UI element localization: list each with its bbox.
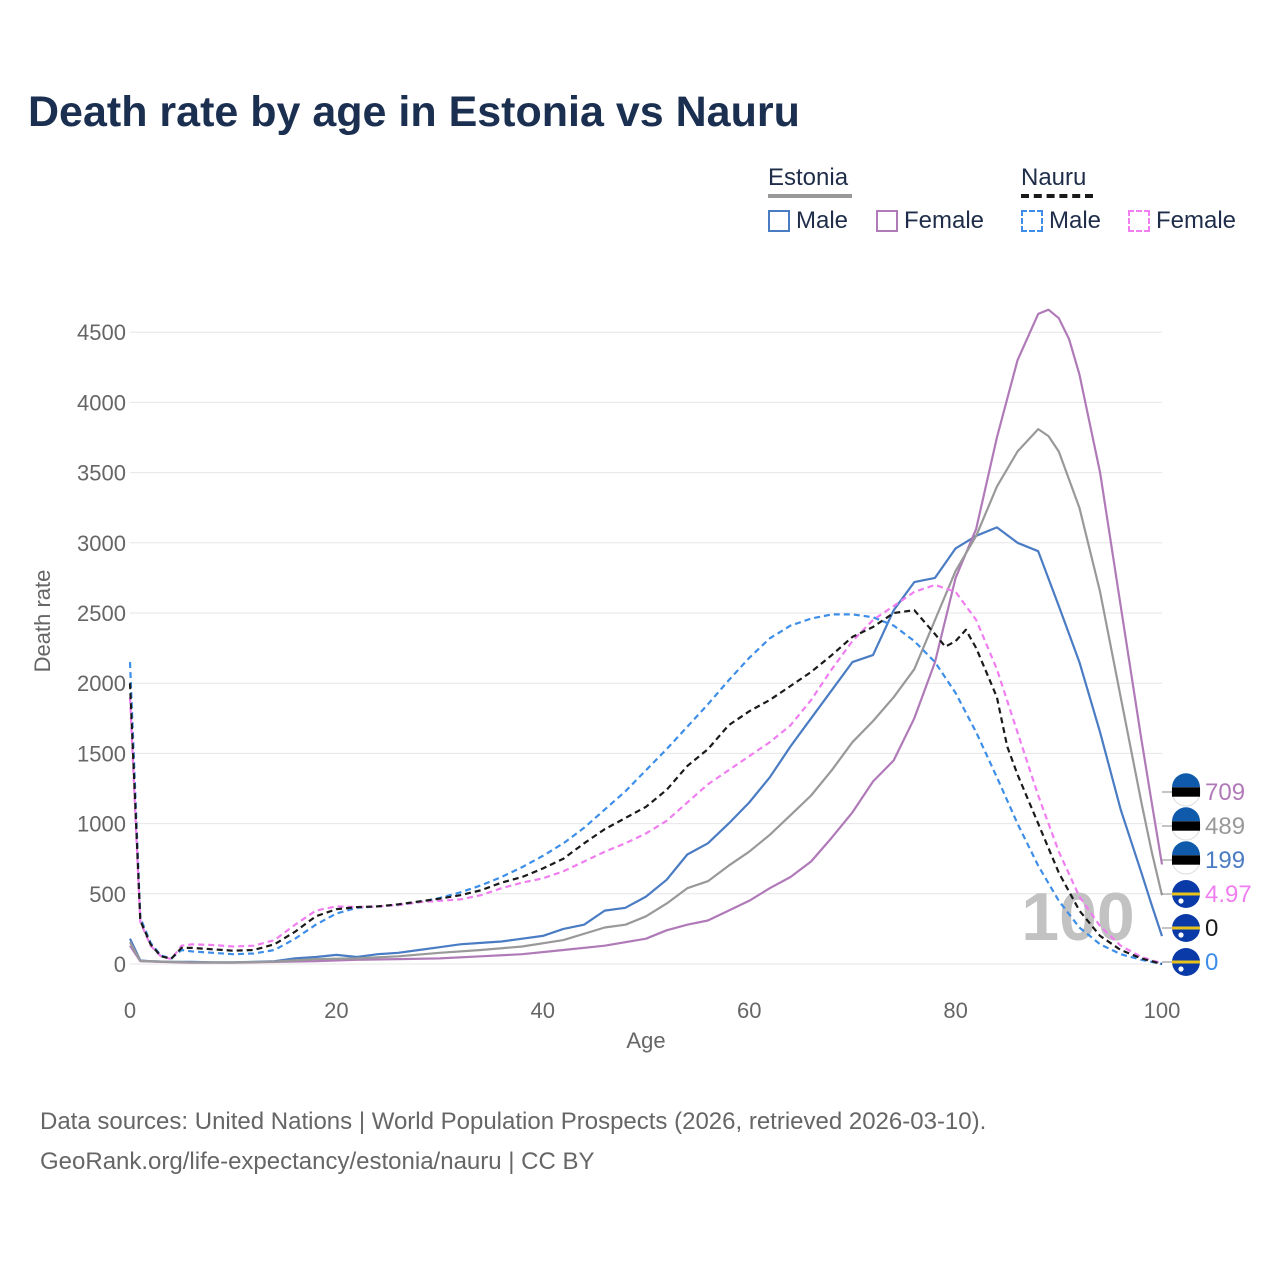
legend-swatch [1128,210,1150,232]
series-line-nauru-total[interactable] [128,609,1163,966]
end-label-value: 709 [1205,779,1245,806]
flag-star [1178,898,1184,904]
legend-swatch [1021,210,1043,232]
legend-nauru-header: Nauru [1021,164,1087,191]
x-tick-label: 60 [737,998,761,1023]
legend-estonia-line [768,194,852,198]
legend-item-estonia-female[interactable]: Female [876,207,984,235]
y-tick-label: 4500 [77,320,126,345]
end-label-value: 0 [1205,915,1218,942]
end-labels: 709 489 199 4.97 0 0 [1162,773,1252,976]
series-line-estonia-male[interactable] [129,526,1164,964]
end-label-value: 489 [1205,813,1245,840]
flag-star [1178,932,1184,938]
flag-star [1178,966,1184,972]
end-label-value: 199 [1205,847,1245,874]
series-line-nauru-female[interactable] [128,583,1163,965]
legend-label: Female [1156,207,1237,234]
x-tick-label: 100 [1144,998,1181,1023]
flag-stripe [1172,892,1200,896]
flag-stripe [1172,960,1200,964]
x-tick-label: 0 [124,998,136,1023]
axis-ticks: 0 500 1000 1500 2000 2500 3000 3500 4000 4500 0 20 4… [77,320,1180,1023]
flag-band [1172,821,1200,831]
y-tick-label: 4000 [77,390,126,415]
legend-label: Female [904,207,985,234]
flag-band [1172,855,1200,865]
flag-band [1172,841,1200,856]
series-line-estonia-female[interactable] [129,308,1164,964]
flag-band [1172,787,1200,797]
legend-item-nauru-female[interactable]: Female [1128,207,1236,235]
flag-stripe [1172,926,1200,930]
legend-swatch [768,210,790,232]
y-tick-label: 3500 [77,461,126,486]
series [128,308,1164,966]
x-tick-label: 40 [531,998,555,1023]
legend-estonia-header: Estonia [768,164,849,191]
legend-label: Male [1049,207,1102,234]
legend-item-estonia-male[interactable]: Male [768,207,848,235]
end-label-nauru-total: 0 [1162,914,1218,942]
footer-source: Data sources: United Nations | World Pop… [40,1108,987,1135]
legend-label: Male [796,207,849,234]
flag-band [1172,773,1200,788]
x-tick-label: 80 [943,998,967,1023]
y-tick-label: 1500 [77,741,126,766]
series-line-estonia-total[interactable] [129,428,1164,964]
y-tick-label: 1000 [77,812,126,837]
legend-item-nauru-male[interactable]: Male [1021,207,1101,235]
end-label-estonia-male: 199 [1162,841,1245,875]
x-axis-label: Age [626,1028,665,1053]
legend-swatch [876,210,898,232]
y-tick-label: 3000 [77,531,126,556]
x-tick-label: 20 [324,998,348,1023]
footer-link[interactable]: GeoRank.org/life-expectancy/estonia/naur… [40,1148,595,1175]
legend-nauru-line [1021,194,1093,198]
end-label-estonia-female: 709 [1162,773,1245,807]
flag-band [1172,807,1200,822]
series-line-nauru-male[interactable] [128,613,1163,966]
end-label-value: 0 [1205,949,1218,976]
grid [130,331,1162,965]
y-tick-label: 2500 [77,601,126,626]
y-tick-label: 2000 [77,671,126,696]
end-label-nauru-female: 4.97 [1162,880,1252,908]
y-tick-label: 500 [89,882,126,907]
end-label-estonia-total: 489 [1162,807,1245,841]
y-axis-label: Death rate [30,570,55,673]
end-label-value: 4.97 [1205,881,1252,908]
y-tick-label: 0 [114,952,126,977]
chart-title: Death rate by age in Estonia vs Nauru [28,88,800,136]
end-label-nauru-male: 0 [1162,948,1218,976]
